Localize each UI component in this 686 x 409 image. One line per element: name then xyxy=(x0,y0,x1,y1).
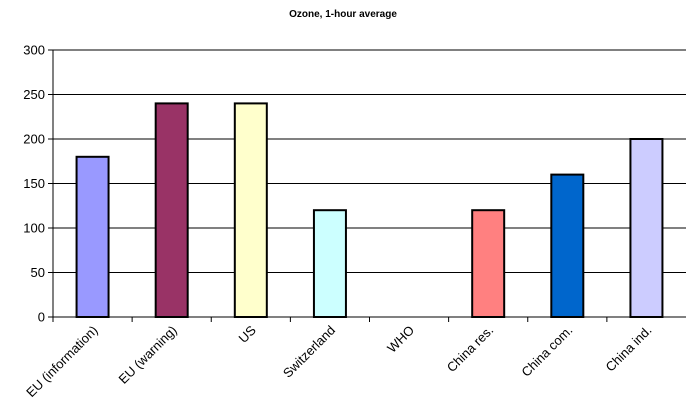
bar-7 xyxy=(629,138,664,318)
x-category-label: China res. xyxy=(444,323,497,376)
chart-title: Ozone, 1-hour average xyxy=(289,9,397,20)
bar-0 xyxy=(75,155,110,318)
gridlines xyxy=(53,49,686,318)
x-category-label: WHO xyxy=(384,323,417,356)
bar-3 xyxy=(312,209,347,318)
bar-1 xyxy=(154,102,189,319)
y-tick-label: 250 xyxy=(23,87,45,102)
y-tick-label: 100 xyxy=(23,221,45,236)
bar-5 xyxy=(471,209,506,318)
x-category-label: China ind. xyxy=(603,323,655,375)
y-tick-label: 0 xyxy=(38,310,45,325)
bars xyxy=(75,102,664,319)
y-tick-label: 50 xyxy=(31,265,45,280)
y-tick-label: 150 xyxy=(23,176,45,191)
y-tick-label: 300 xyxy=(23,43,45,58)
x-category-label: US xyxy=(236,322,260,346)
x-category-label: EU (warning) xyxy=(116,323,180,387)
x-category-label: EU (information) xyxy=(23,323,101,401)
y-axis: 0 50 100 150 200 250 300 xyxy=(23,43,54,325)
bar-2 xyxy=(233,102,268,319)
bar-6 xyxy=(550,173,585,318)
x-category-label: Switzerland xyxy=(280,323,338,381)
x-axis: EU (information) EU (warning) US Switzerlan… xyxy=(23,316,686,401)
x-category-label: China com. xyxy=(518,323,575,380)
y-tick-label: 200 xyxy=(23,132,45,147)
